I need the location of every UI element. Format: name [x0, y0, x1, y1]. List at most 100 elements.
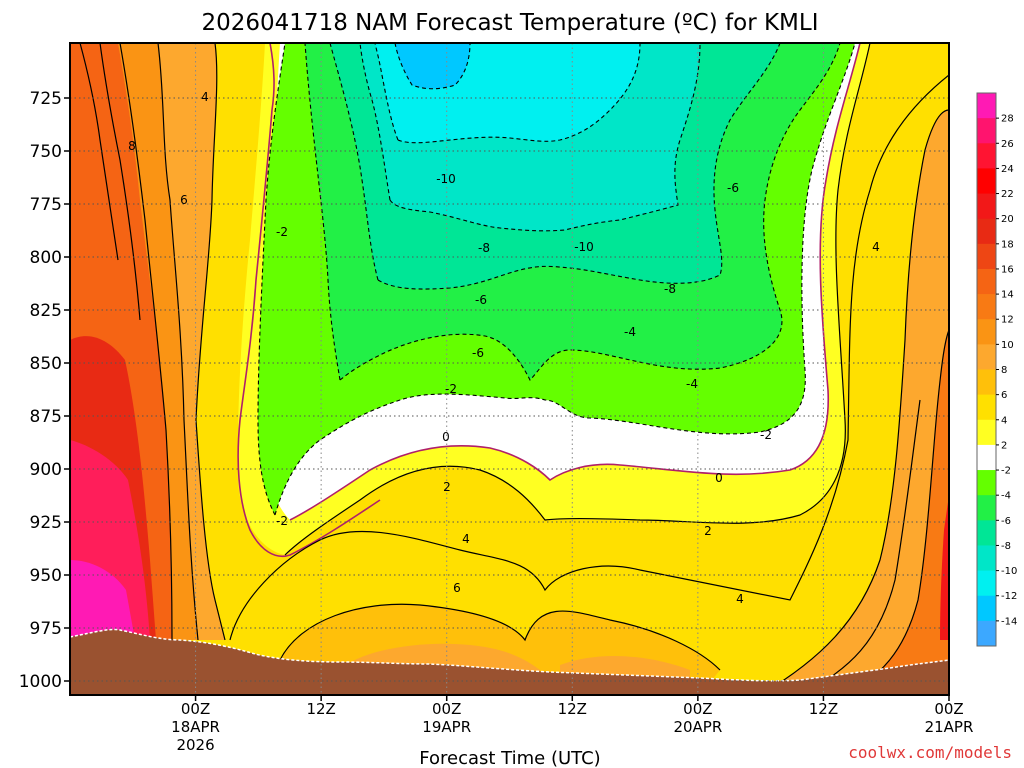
colorbar-swatch [977, 369, 996, 396]
contour-label: -6 [475, 293, 487, 307]
contour-label: 2 [443, 480, 451, 494]
contour-label: -2 [276, 514, 288, 528]
x-tick-label: 21APR [925, 718, 974, 736]
isotherm-right-3 [799, 399, 921, 695]
colorbar-label: -12 [1001, 591, 1017, 602]
y-tick-label: 775 [30, 195, 62, 215]
region-cold-m14 [395, 43, 470, 89]
isotherm-m10-left [374, 43, 399, 141]
contour-label: 8 [128, 139, 136, 153]
region-right-18 [940, 495, 949, 640]
colorbar-label: -2 [1001, 466, 1011, 477]
contour-lines [79, 43, 949, 695]
colorbar-label: -14 [1001, 616, 1017, 627]
colorbar-label: -6 [1001, 516, 1011, 527]
colorbar-label: 26 [1001, 139, 1014, 150]
y-tick-label: 750 [30, 142, 62, 162]
colorbar-label: 12 [1001, 315, 1014, 326]
isotherm-right-1 [759, 109, 949, 695]
isotherm-four [229, 74, 949, 641]
x-tick-label: 00Z [683, 700, 712, 718]
isotherm-m2-left [257, 43, 286, 516]
contour-label: -10 [574, 240, 594, 254]
ground [70, 628, 949, 695]
isotherm-zero-main [289, 43, 861, 521]
colorbar-label: 8 [1001, 365, 1007, 376]
colorbar-label: 10 [1001, 340, 1014, 351]
colorbar: 28 26 24 22 20 18 16 14 12 10 8 6 4 2 -2 -4 -6 -8 -10 -12 -1… [976, 92, 1017, 647]
isotherm-m8-left [359, 43, 391, 201]
colorbar-swatch [977, 319, 996, 345]
colorbar-swatch [977, 444, 996, 471]
chart-title: 2026041718 NAM Forecast Temperature (ºC)… [202, 10, 819, 36]
colorbar-label: 28 [1001, 114, 1014, 125]
colorbar-swatch [977, 294, 996, 320]
isotherm-m6-left [329, 43, 379, 281]
colorbar-label: 16 [1001, 264, 1014, 275]
colorbar-swatch [977, 495, 996, 521]
colorbar-swatch [977, 520, 996, 546]
contour-label: -2 [276, 225, 288, 239]
colorbar-swatch [977, 470, 996, 496]
colorbar-label: 2 [1001, 440, 1007, 451]
contour-label: -6 [472, 346, 484, 360]
isotherm-m8 [389, 43, 701, 232]
colorbar-label: 4 [1001, 415, 1007, 426]
region-right-8 [760, 110, 949, 695]
x-tick-label: 20APR [673, 718, 722, 736]
contour-label: -2 [445, 382, 457, 396]
isotherm-left-3 [195, 43, 226, 641]
contour-label: 0 [715, 471, 723, 485]
contour-label: -4 [686, 377, 698, 391]
isotherm-m10 [397, 43, 641, 144]
isotherm-left-1 [119, 43, 173, 641]
colorbar-label: 18 [1001, 239, 1014, 250]
x-axis-title: Forecast Time (UTC) [419, 748, 600, 768]
contour-label: -8 [478, 241, 490, 255]
x-tick-label: 18APR [171, 718, 220, 736]
contour-label: 4 [736, 592, 744, 606]
x-tick-label: 12Z [558, 700, 587, 718]
colorbar-swatch [977, 545, 996, 572]
isotherm-m12 [394, 43, 471, 90]
x-tick-label: 00Z [934, 700, 963, 718]
plot-area [70, 43, 949, 695]
contour-labels: 4 8 6 -2 -10 -8 -10 -6 -8 -6 -4 -6 -4 -2 0 -2 -2 0 2 4 2 6 4 4 [128, 90, 880, 606]
contour-label: -6 [727, 181, 739, 195]
contour-label: 6 [180, 193, 188, 207]
y-tick-label: 975 [30, 619, 62, 639]
colorbar-swatch [977, 143, 996, 169]
x-tick-label: 19APR [422, 718, 471, 736]
isotherm-two [284, 43, 871, 556]
colorbar-swatch [977, 570, 996, 597]
isotherm-m4-left [304, 43, 341, 381]
plot-frame [69, 42, 950, 696]
colorbar-label: 24 [1001, 164, 1014, 175]
contour-label: 4 [872, 240, 880, 254]
colorbar-swatch [977, 218, 996, 245]
colorbar-label: 6 [1001, 390, 1007, 401]
y-tick-label: 950 [30, 566, 62, 586]
x-tick-label: 12Z [306, 700, 335, 718]
y-ticks: 725 750 775 800 825 850 875 900 925 950 975 1000 [19, 89, 70, 692]
contour-label: 4 [201, 90, 209, 104]
colorbar-swatch [977, 268, 996, 295]
contour-label: -8 [664, 282, 676, 296]
y-tick-label: 825 [30, 301, 62, 321]
y-tick-label: 800 [30, 248, 62, 268]
contour-label: -2 [760, 428, 772, 442]
contour-label: -10 [436, 172, 456, 186]
x-tick-label: 12Z [809, 700, 838, 718]
contour-label: 4 [462, 532, 470, 546]
region-right-12 [840, 330, 949, 695]
isotherm-m4 [339, 43, 841, 381]
isotherm-zero-left [237, 43, 381, 557]
isotherm-right-2 [839, 329, 949, 695]
y-tick-label: 875 [30, 407, 62, 427]
isotherm-m6 [377, 43, 781, 290]
x-tick-label: 2026 [176, 736, 214, 754]
contour-label: -4 [624, 325, 636, 339]
colorbar-swatch [977, 168, 996, 195]
